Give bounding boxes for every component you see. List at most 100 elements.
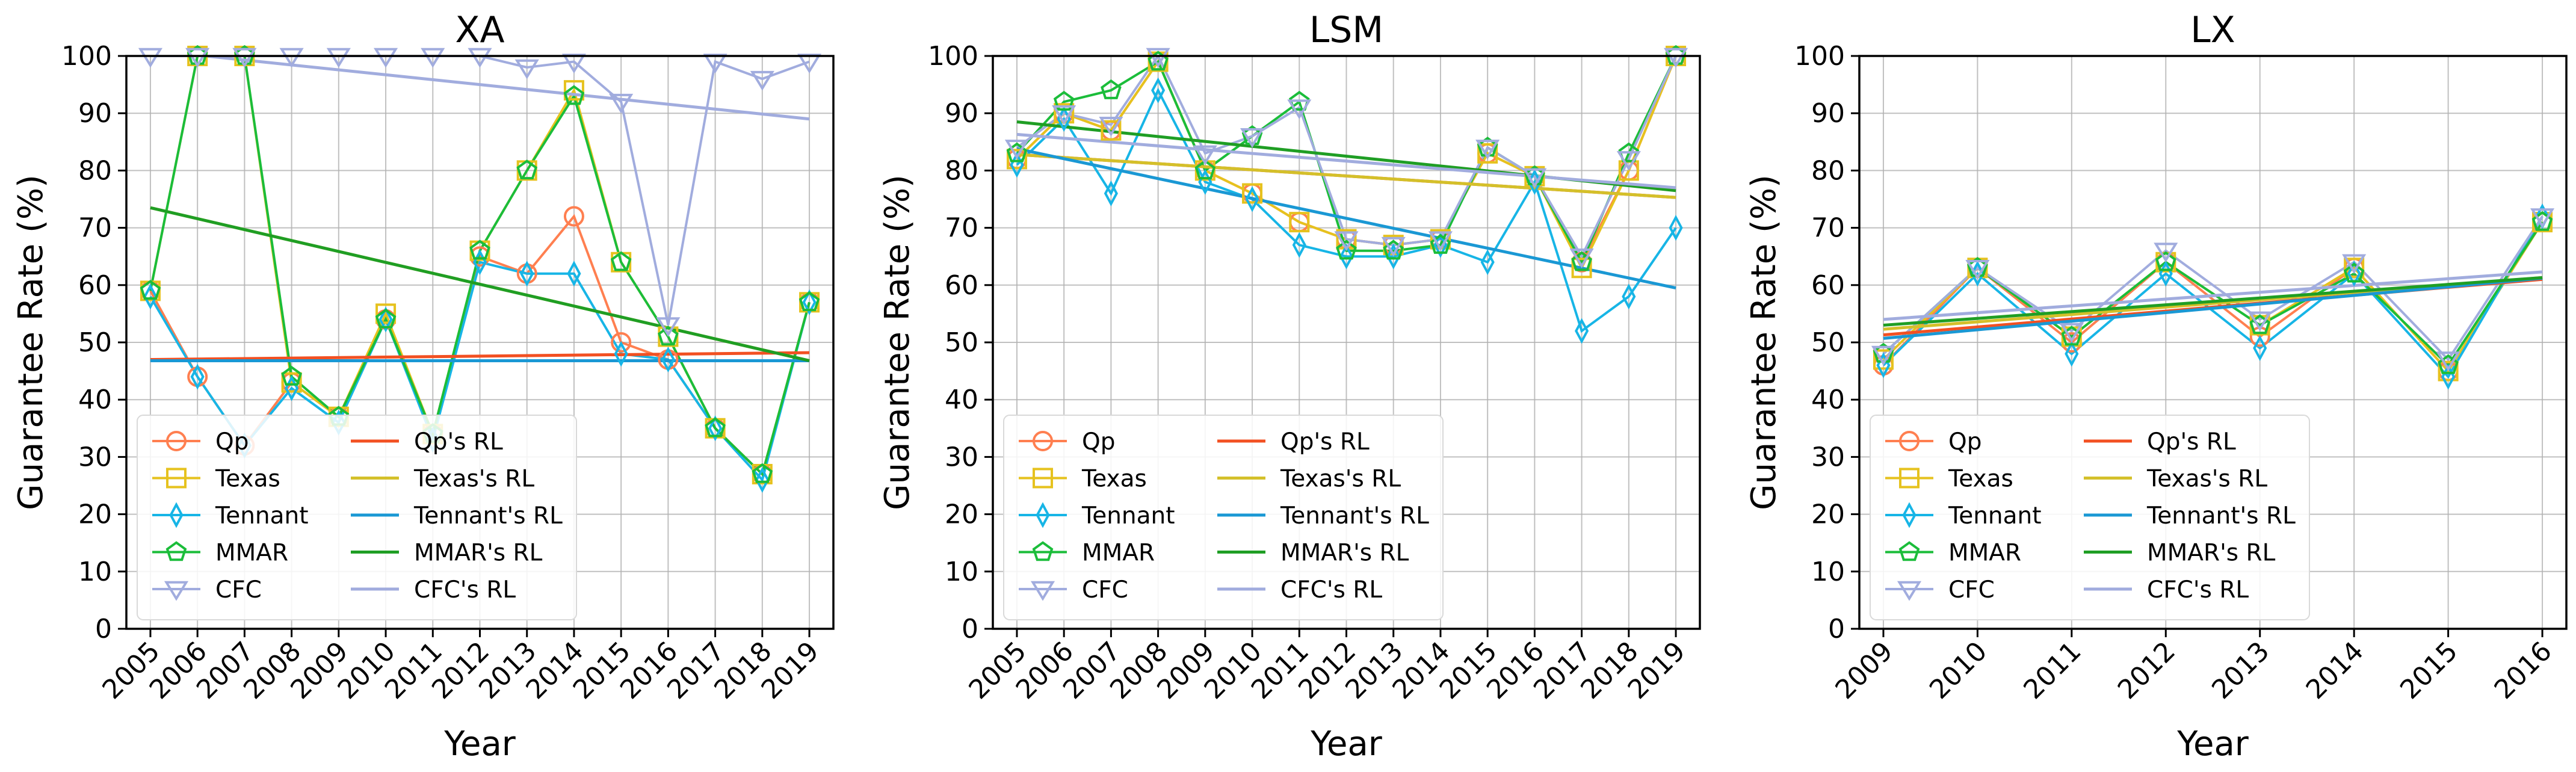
data-point-mmar <box>516 159 538 180</box>
regression-line-tennants-rl <box>1016 147 1676 290</box>
y-tick-label: 50 <box>945 327 978 358</box>
data-point-mmar <box>1336 239 1357 260</box>
legend-label-mmar: MMAR <box>1082 540 1155 567</box>
data-point-cfc <box>1616 151 1641 171</box>
legend-label-cfcs-rl: CFC's RL <box>414 576 516 604</box>
data-point-cfc <box>1099 116 1123 137</box>
data-point-texas <box>752 463 773 484</box>
data-point-cfc <box>609 93 634 114</box>
data-point-tennant <box>2065 341 2079 367</box>
data-point-mmar <box>1006 142 1028 162</box>
plot-area <box>1016 56 1677 333</box>
y-tick-label: 70 <box>945 213 978 244</box>
legend-label-qps-rl: Qp's RL <box>1280 428 1370 455</box>
data-point-cfc <box>656 317 681 338</box>
legend-label-mmars-rl: MMAR's RL <box>414 540 543 567</box>
legend-marker-mmar <box>1898 541 1920 561</box>
regression-line-cfcs-rl <box>191 56 810 121</box>
data-point-qp <box>611 332 632 353</box>
data-point-mmar <box>1430 233 1451 254</box>
data-point-tennant <box>378 306 393 333</box>
regression-line-cfcs-rl <box>1016 132 1676 190</box>
data-point-tennant <box>1339 243 1354 270</box>
legend-marker-cfc <box>164 581 189 601</box>
data-point-tennant <box>567 261 581 287</box>
data-point-tennant <box>1104 181 1118 206</box>
legend-label-tennants-rl: Tennant's RL <box>413 502 563 530</box>
data-point-mmar <box>375 308 397 329</box>
axes-frame <box>992 55 1701 630</box>
legend-label-qps-rl: Qp's RL <box>2147 428 2236 455</box>
data-point-mmar <box>469 239 490 260</box>
data-point-cfc <box>1522 168 1547 188</box>
data-point-tennant <box>190 363 205 390</box>
legend-label-tennants-rl: Tennant's RL <box>1280 502 1429 530</box>
data-point-qp <box>516 263 537 284</box>
legend-label-mmar: MMAR <box>1948 540 2021 567</box>
data-point-mmar <box>1571 251 1592 271</box>
data-point-cfc <box>1052 105 1076 125</box>
chart-title: LX <box>2190 9 2235 51</box>
legend-marker-texas <box>1899 468 1920 489</box>
data-point-mmar <box>2438 354 2459 374</box>
y-tick-label: 10 <box>945 557 978 587</box>
data-point-cfc <box>1381 236 1406 257</box>
data-point-tennant <box>614 341 628 367</box>
data-point-cfc <box>1569 248 1594 268</box>
legend-marker-qp <box>165 431 187 451</box>
data-point-cfc <box>2059 323 2084 343</box>
y-tick-label: 0 <box>95 614 112 644</box>
y-tick-label: 10 <box>1811 557 1845 587</box>
y-tick-label: 90 <box>78 98 112 129</box>
legend-label-texas: Texas <box>1081 466 1147 493</box>
legend: Qp Texas Tennant MMAR CFC Qp's RL Texas's RL Te… <box>137 415 577 620</box>
legend-label-mmars-rl: MMAR's RL <box>1280 540 1409 567</box>
legend-label-texass-rl: Texas's RL <box>1280 466 1401 493</box>
data-point-mmar <box>2061 326 2083 346</box>
data-point-texas <box>1477 143 1498 164</box>
legend-label-cfc: CFC <box>1082 576 1128 604</box>
legend-label-mmars-rl: MMAR's RL <box>2147 540 2276 567</box>
data-point-cfc <box>1428 231 1453 252</box>
y-tick-label: 30 <box>945 442 978 472</box>
regression-line-mmars-rl <box>150 206 810 362</box>
y-tick-label: 40 <box>78 384 112 415</box>
data-point-mmar <box>281 365 302 386</box>
data-point-texas <box>281 372 302 393</box>
data-point-mmar <box>2155 251 2176 271</box>
data-point-mmar <box>610 251 632 271</box>
regression-line-mmars-rl <box>1883 276 2543 327</box>
legend-marker-texas <box>1033 468 1053 489</box>
legend-label-cfc: CFC <box>1948 576 1995 604</box>
data-point-mmar <box>1101 79 1122 99</box>
legend-marker-mmar <box>1032 541 1054 561</box>
y-tick-label: 10 <box>78 557 112 587</box>
data-point-cfc <box>1475 140 1500 159</box>
data-point-cfc <box>1287 99 1312 120</box>
data-point-mmar <box>658 326 679 346</box>
data-point-cfc <box>750 70 774 91</box>
data-point-texas <box>469 240 490 261</box>
data-point-mmar <box>563 85 585 105</box>
legend-marker-mmar <box>165 541 187 561</box>
data-point-qp <box>658 349 679 370</box>
y-tick-label: 70 <box>1811 213 1845 244</box>
series-line-tennant <box>1016 87 1677 333</box>
data-point-mmar <box>2249 314 2271 335</box>
legend-box <box>1003 415 1444 620</box>
legend-box <box>137 415 577 620</box>
data-point-texas <box>2249 315 2270 336</box>
data-point-mmar <box>1147 51 1169 71</box>
legend-label-mmar: MMAR <box>215 540 288 567</box>
legend: Qp Texas Tennant MMAR CFC Qp's RL Texas's RL Te… <box>1003 415 1444 620</box>
data-point-cfc <box>279 48 304 68</box>
legend-label-tennant: Tennant <box>215 502 309 530</box>
data-point-texas <box>1101 120 1122 141</box>
regression-line-texass-rl <box>1016 153 1676 199</box>
data-point-texas <box>1147 51 1169 72</box>
data-point-texas <box>140 280 161 301</box>
legend-marker-qp <box>1898 431 1920 451</box>
chart-title: LSM <box>1309 9 1383 51</box>
y-tick-label: 20 <box>945 499 978 530</box>
data-point-texas <box>516 160 537 181</box>
